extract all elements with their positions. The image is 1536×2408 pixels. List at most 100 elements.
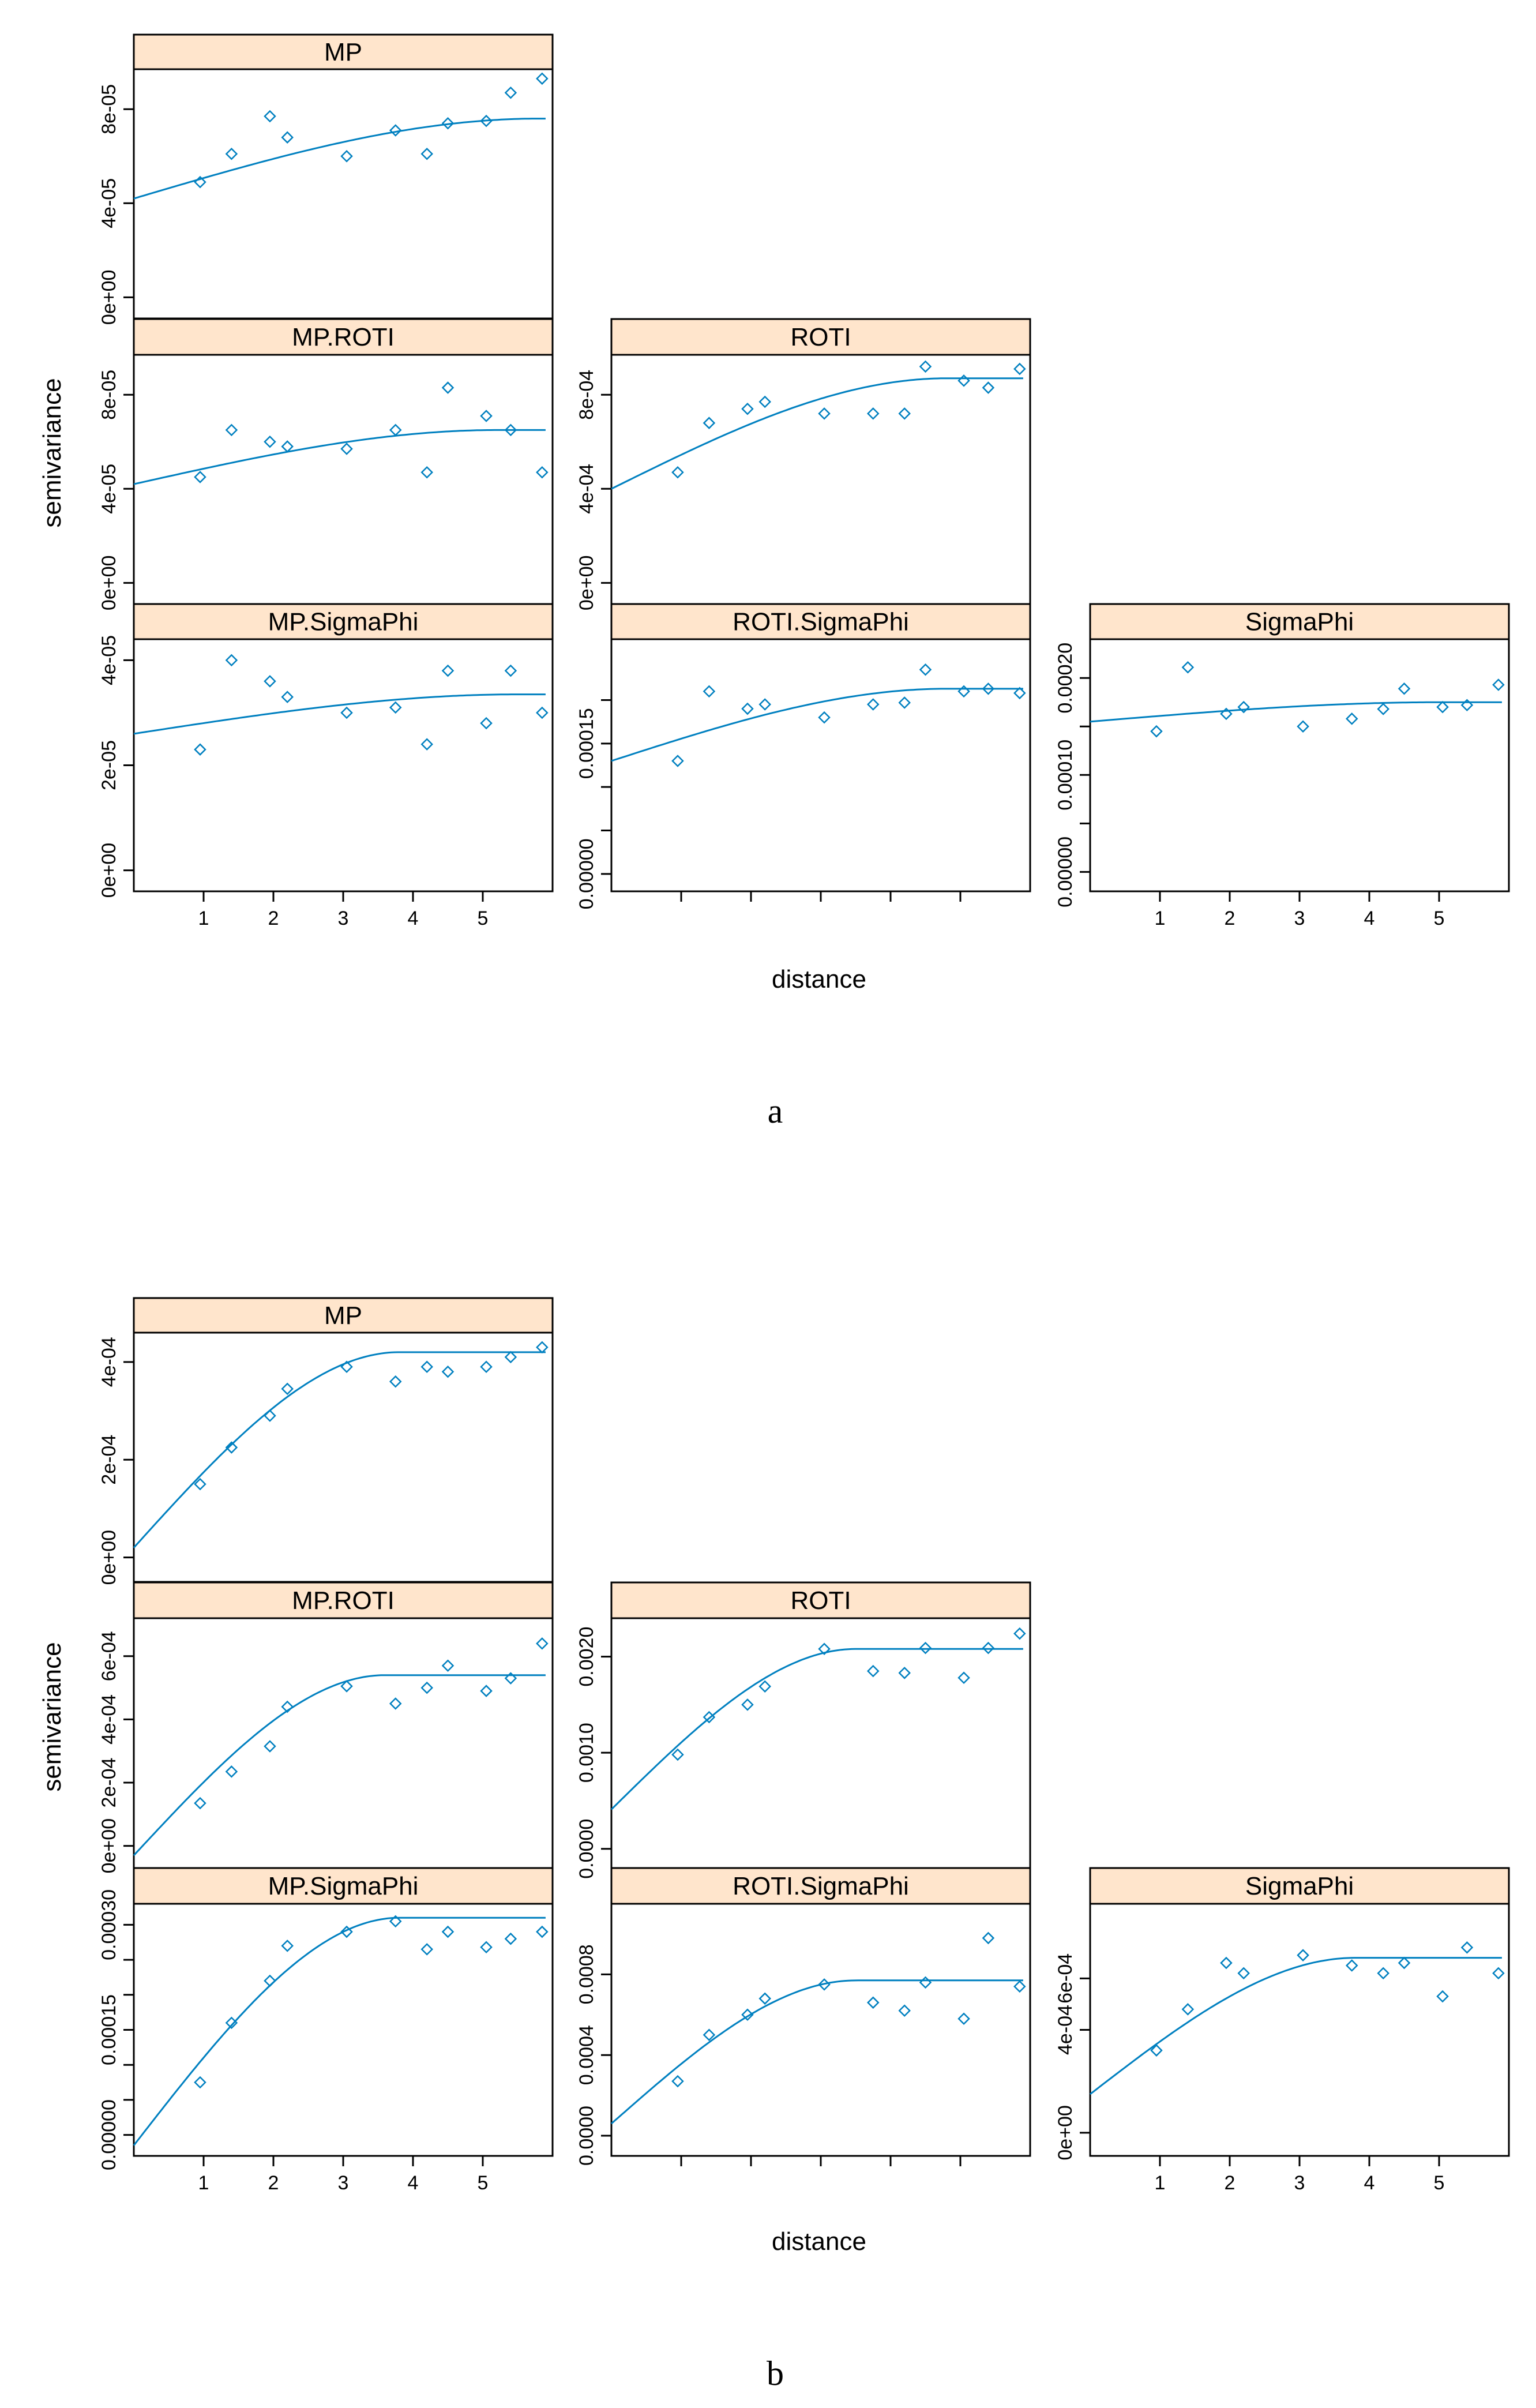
panel-a-mp-point xyxy=(504,86,517,99)
panel-a-mp-roti-point xyxy=(225,423,238,437)
panel-b-roti-sigmaphi-point xyxy=(919,1976,932,1989)
panel-a-mp-point xyxy=(340,150,353,163)
panel-a-mp-sigmaphi-point xyxy=(441,664,455,677)
panel-b-mp-sigmaphi-point xyxy=(389,1915,402,1928)
panel-b-mp-roti-point xyxy=(536,1637,549,1650)
panel-b-mp-ytick-label: 0e+00 xyxy=(98,1530,120,1585)
panel-a-mp-point xyxy=(420,147,433,160)
panel-a-roti-point xyxy=(919,360,932,373)
panel-a-mp-roti-model-line xyxy=(133,429,546,485)
panel-b-mp-sigmaphi-point xyxy=(441,1925,455,1938)
panel-b-mp-roti: MP.ROTI 0e+00 2e-04 4e-04 6e-04 xyxy=(98,1581,554,1873)
panel-a-roti-sigmaphi-ytick-label: 0.00000 xyxy=(576,838,598,909)
panel-a-mp-sigmaphi-ytick-label: 4e-05 xyxy=(98,635,120,685)
panel-a-sigmaphi-point xyxy=(1345,712,1358,725)
panel-b-mp-strip xyxy=(133,1297,554,1334)
panel-b-mp-point xyxy=(194,1477,206,1491)
panel-a-roti-point xyxy=(957,374,970,387)
panel-a-mp-roti-point xyxy=(264,436,276,448)
panel-b-mp-roti-point xyxy=(340,1680,353,1693)
panel-b-roti: ROTI 0.0000 0.0010 0.0020 xyxy=(576,1581,1031,1879)
panel-a-mp-frame xyxy=(133,68,554,320)
panel-b-mp-point xyxy=(340,1360,353,1374)
panel-a-mp-sigmaphi-ytick-label: 0e+00 xyxy=(98,843,120,898)
panel-b-roti-sigmaphi-point xyxy=(866,1996,880,2009)
panel-a-sigmaphi-ytick-label: 0.00020 xyxy=(1054,643,1076,714)
panel-a-mp-roti-point xyxy=(194,471,206,483)
panel-a-sigmaphi-point xyxy=(1436,700,1449,714)
panel-b-mp-roti-model-line xyxy=(133,1674,546,1856)
panel-a-roti-point xyxy=(818,407,831,420)
panel-b-roti-point xyxy=(1013,1627,1026,1640)
panel-a-mp-sigmaphi-xtick-label: 1 xyxy=(198,907,209,929)
panel-a-mp-roti-ytick-label: 4e-05 xyxy=(98,464,120,514)
panel-b-mp-frame xyxy=(133,1331,554,1583)
panel-a-sigmaphi-xtick-label: 5 xyxy=(1434,907,1445,929)
panel-b-roti-model-line xyxy=(610,1648,1023,1810)
panel-a-mp-roti-point xyxy=(441,381,455,394)
panel-b-sigmaphi-point xyxy=(1492,1967,1505,1980)
panel-a-mp-point xyxy=(389,124,402,137)
panel-b-mp-roti-point xyxy=(264,1740,276,1753)
panel-a-roti-sigmaphi-point xyxy=(671,755,684,767)
panel-a-roti-point xyxy=(703,417,716,429)
panel-b-mp-model-line xyxy=(133,1351,546,1548)
panel-a-roti-sigmaphi-point xyxy=(866,698,880,711)
caption-a: a xyxy=(768,1092,783,1130)
panel-b-sigmaphi-xtick-label: 3 xyxy=(1294,2172,1305,2194)
panel-b-sigmaphi-xtick-label: 5 xyxy=(1434,2172,1445,2194)
panel-a-mp-sigmaphi-model-line xyxy=(133,693,546,735)
panel-b-roti-ytick-label: 0.0010 xyxy=(576,1723,598,1783)
panel-b-mp-strip-label: MP xyxy=(324,1301,362,1330)
panel-a-sigmaphi-xtick-label: 1 xyxy=(1155,907,1166,929)
panel-a-mp-model-line xyxy=(133,118,546,200)
panel-b-mp-sigmaphi-xtick-label: 3 xyxy=(338,2172,349,2194)
panel-a-mp-point xyxy=(480,114,493,127)
panel-a-sigmaphi-point xyxy=(1237,700,1250,714)
panel-b-sigmaphi-xtick-label: 2 xyxy=(1225,2172,1235,2194)
panel-a-mp-sigmaphi-point xyxy=(389,701,402,714)
panel-a-roti-ytick-label: 4e-04 xyxy=(576,464,598,514)
panel-b-sigmaphi-xtick-label: 1 xyxy=(1155,2172,1166,2194)
panel-b-roti-ytick-label: 0.0000 xyxy=(576,1819,598,1879)
y-axis-title-b: semivariance xyxy=(38,1642,66,1791)
panel-a-sigmaphi-strip-label: SigmaPhi xyxy=(1245,608,1354,636)
panel-b-roti-sigmaphi-frame xyxy=(610,1903,1031,2157)
panel-a-roti-frame xyxy=(610,354,1031,605)
panel-a-mp-sigmaphi-strip-label: MP.SigmaPhi xyxy=(268,608,419,636)
panel-b-roti-point xyxy=(898,1667,911,1679)
panel-b-mp-ytick-label: 4e-04 xyxy=(98,1337,120,1387)
panel-b-mp-roti-point xyxy=(281,1700,294,1713)
panel-b-sigmaphi-xtick-label: 4 xyxy=(1364,2172,1375,2194)
panel-b-sigmaphi-point xyxy=(1377,1967,1389,1980)
panel-b-roti-sigmaphi-point xyxy=(898,2004,911,2017)
panel-b-sigmaphi-point xyxy=(1297,1949,1309,1961)
panel-a-sigmaphi-xtick-label: 2 xyxy=(1225,907,1235,929)
panel-a-roti-point xyxy=(982,381,995,394)
panel-b-mp-point xyxy=(225,1441,238,1454)
panel-b-mp-sigmaphi-point xyxy=(340,1925,353,1938)
panel-a-sigmaphi-point xyxy=(1398,682,1411,695)
panel-a-mp-sigmaphi-point xyxy=(340,706,353,719)
panel-a-mp-roti-point xyxy=(536,466,549,479)
panel-a-roti-strip-label: ROTI xyxy=(790,323,851,351)
panel-b-mp-point xyxy=(504,1351,517,1364)
panel-b-roti-sigmaphi: ROTI.SigmaPhi 0.0000 0.0004 0.0008 xyxy=(576,1867,1031,2166)
panel-a-mp-sigmaphi-frame xyxy=(133,638,554,892)
panel-a-mp-sigmaphi-xtick-label: 4 xyxy=(408,907,419,929)
panel-a-mp-roti-point xyxy=(480,410,493,422)
panel-b-sigmaphi-point xyxy=(1150,2044,1163,2057)
panel-a-sigmaphi-ytick-label: 0.00010 xyxy=(1054,740,1076,811)
panel-a-mp-roti-strip xyxy=(133,318,554,356)
panel-b-roti-point xyxy=(703,1711,716,1724)
panel-b-sigmaphi-ytick-label: 6e-04 xyxy=(1054,1953,1076,2004)
panels-layer: MP 0e+00 4e-05 8e-05 MP.ROTI 0e+00 4e-05 8e-05 R… xyxy=(98,33,1510,2194)
panel-b-sigmaphi-frame xyxy=(1089,1903,1510,2157)
panel-a-mp-sigmaphi: MP.SigmaPhi 0e+00 2e-05 4e-05 1 2 3 4 5 xyxy=(98,603,554,929)
panel-b-mp-sigmaphi-point xyxy=(480,1941,493,1954)
caption-b: b xyxy=(767,2354,784,2392)
panel-b-roti-sigmaphi-point xyxy=(982,1931,995,1945)
panel-a-roti-ytick-label: 8e-04 xyxy=(576,370,598,420)
panel-b-mp-point xyxy=(389,1375,402,1388)
